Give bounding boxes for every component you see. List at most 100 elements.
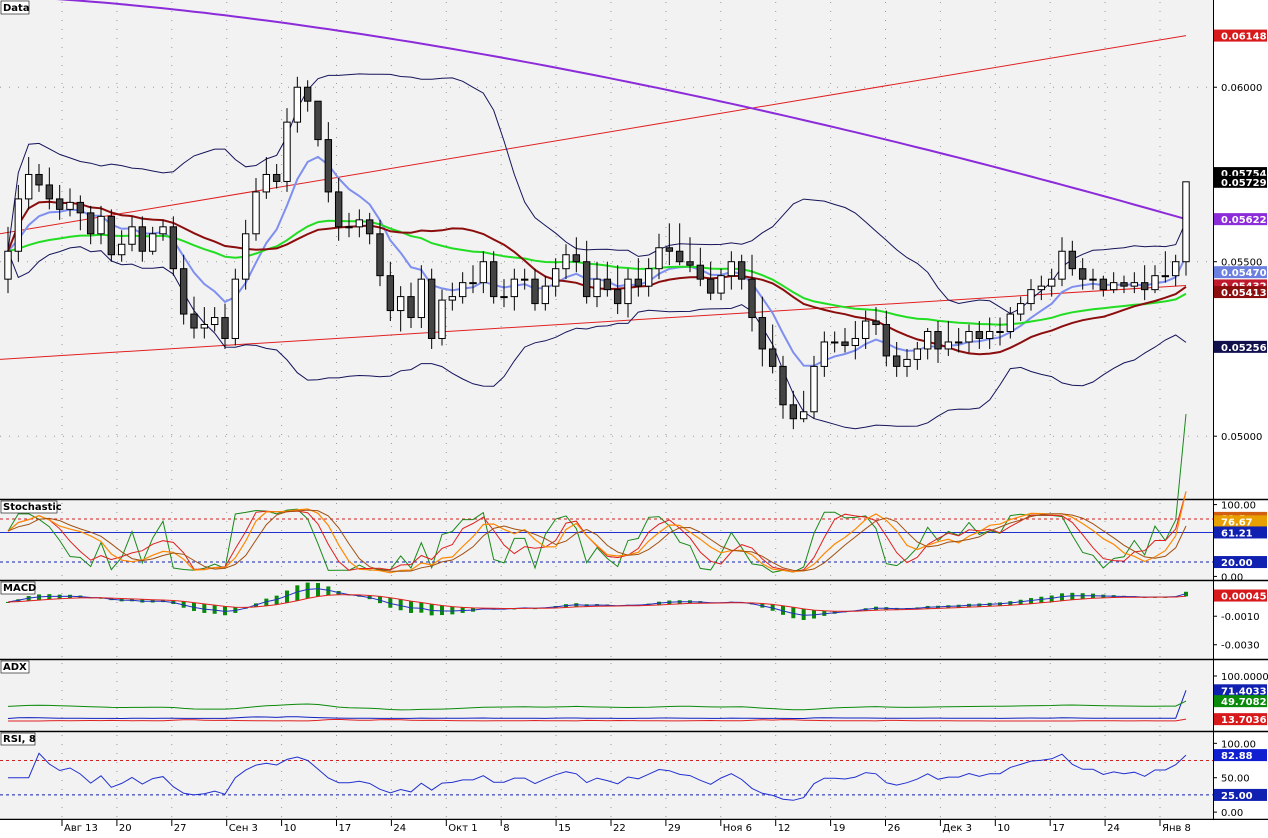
indicator-panels — [0, 414, 1213, 801]
candle-bullish — [1182, 181, 1190, 263]
candle — [975, 321, 984, 349]
candle — [221, 303, 229, 349]
time-tick-label: Авг 13 — [64, 823, 98, 834]
candle-bearish — [572, 254, 581, 263]
candle-bullish — [1058, 250, 1066, 280]
value-tag-label: 25.00 — [1221, 791, 1253, 802]
candle — [882, 310, 891, 367]
candle-bullish — [4, 250, 12, 280]
candle-bearish — [841, 341, 849, 346]
candle — [97, 205, 105, 245]
time-tick-label: 20 — [119, 823, 132, 834]
macd-histogram-bar — [264, 598, 269, 606]
candle — [1068, 240, 1077, 276]
candle — [675, 223, 684, 266]
candle-bullish — [965, 331, 973, 343]
candle-bullish — [469, 282, 477, 285]
panel-bg-stochastic — [0, 501, 1213, 580]
candle — [1182, 181, 1190, 276]
value-tag-box — [1214, 266, 1267, 279]
axis-tick-label: 0.00 — [1221, 572, 1243, 583]
candle-bullish — [355, 219, 364, 228]
candle — [345, 212, 353, 238]
candle-bullish — [562, 254, 570, 270]
panel-title-box-rsi — [0, 732, 36, 746]
macd-histogram-bar — [274, 595, 279, 605]
time-tick-label: 29 — [668, 823, 681, 834]
candle — [117, 230, 126, 262]
macd-histogram-bar — [212, 605, 217, 614]
time-axis-bg — [0, 820, 1268, 834]
value-tag-label: 76.67 — [1221, 517, 1253, 528]
candle-bullish — [262, 173, 271, 193]
candle — [779, 355, 787, 419]
candle-bearish — [334, 191, 343, 228]
value-tag-label: 0.05622 — [1221, 215, 1267, 226]
candle-bullish — [241, 233, 250, 280]
time-tick-label: Ноя 6 — [723, 823, 752, 834]
candle — [892, 341, 901, 377]
candle — [1047, 268, 1056, 297]
candle-bearish — [892, 355, 901, 367]
candle — [148, 226, 157, 255]
value-tag-label: 0.05729 — [1221, 178, 1267, 189]
axis-tick-label: 100.00 — [1221, 739, 1256, 750]
candle — [841, 328, 849, 353]
candle-bullish — [1109, 282, 1118, 291]
candle — [965, 324, 973, 353]
candle — [262, 157, 271, 199]
panel-bg-macd — [0, 582, 1213, 659]
macd-histogram-bar — [285, 590, 289, 603]
candle — [1130, 272, 1139, 294]
time-tick-label: 17 — [1052, 823, 1065, 834]
macd-histogram-bar — [326, 586, 331, 596]
candle — [200, 307, 209, 339]
panel-bg-adx — [0, 661, 1213, 731]
candle-bullish — [799, 411, 808, 420]
candle-bearish — [686, 261, 694, 266]
candle-bullish — [448, 296, 457, 301]
candle — [954, 328, 963, 353]
value-tag-box — [1214, 556, 1267, 569]
macd-histogram-bar — [388, 597, 393, 608]
candle-bearish — [665, 247, 674, 252]
time-tick-label: 17 — [339, 823, 352, 834]
macd-histogram-bar — [223, 606, 227, 616]
macd-histogram-bar — [791, 607, 796, 619]
macd-histogram-bar — [6, 601, 10, 603]
candle — [458, 272, 467, 304]
candle — [541, 275, 550, 311]
candle — [386, 261, 395, 322]
candle — [789, 390, 798, 430]
candle-bearish — [35, 173, 43, 186]
value-tag-box — [1214, 788, 1267, 801]
candle-bearish — [314, 100, 322, 141]
candle-bullish — [830, 341, 839, 344]
candle — [686, 237, 694, 273]
candle-bullish — [479, 261, 488, 284]
candle-bullish — [510, 278, 519, 298]
candle — [231, 268, 240, 346]
stochastic-slow-line — [7, 509, 1187, 572]
candle-bullish — [24, 173, 33, 200]
upper-trendline — [0, 35, 1187, 235]
candle — [138, 216, 147, 262]
candle — [55, 184, 64, 220]
candle-bullish — [458, 282, 467, 298]
time-tick-label: 10 — [997, 823, 1010, 834]
candle-bullish — [500, 296, 508, 299]
candle-bullish — [1037, 285, 1046, 291]
candle-bullish — [293, 86, 302, 123]
value-tag-box — [1214, 684, 1267, 697]
candle — [396, 286, 405, 332]
adx-main-line — [7, 700, 1187, 711]
candle-bullish — [851, 337, 860, 346]
candle-bearish — [138, 226, 147, 252]
candle-bullish — [520, 278, 529, 281]
candle-bearish — [1140, 282, 1149, 291]
axis-tick-label: -0.0010 — [1221, 612, 1260, 623]
candle-bullish — [200, 324, 209, 329]
candle — [1099, 275, 1108, 297]
candle-bullish — [1027, 289, 1035, 305]
candle-bullish — [252, 191, 260, 235]
